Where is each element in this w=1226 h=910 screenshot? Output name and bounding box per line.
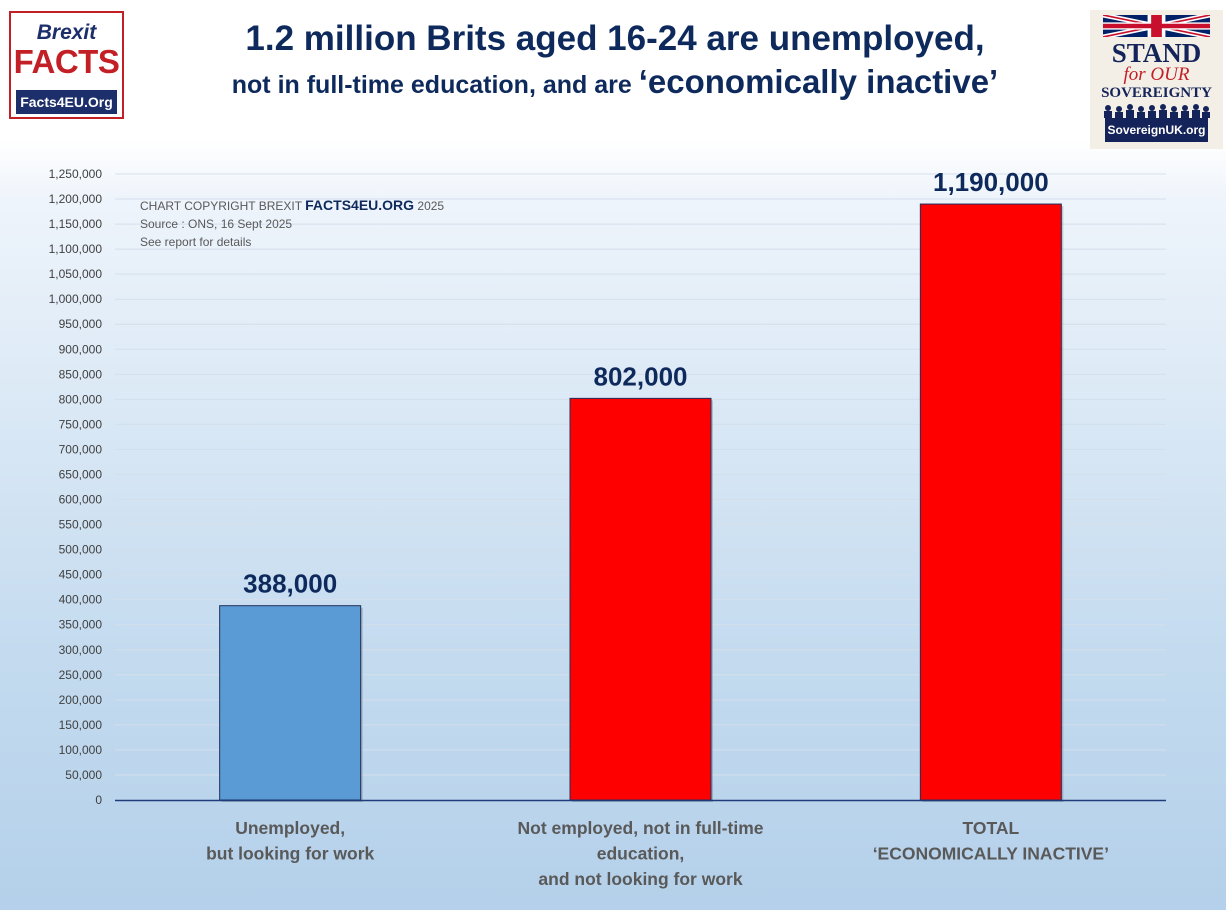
- data-label: 1,190,000: [933, 167, 1049, 197]
- copyright-year: 2025: [414, 199, 445, 213]
- y-tick-label: 1,250,000: [49, 167, 103, 181]
- logo-left-line1: Brexit: [36, 21, 97, 44]
- brexit-facts-logo: Brexit FACTS Facts4EU.Org: [9, 11, 124, 119]
- y-tick-label: 300,000: [59, 643, 103, 657]
- y-tick-label: 850,000: [59, 367, 103, 381]
- title-line-1: 1.2 million Brits aged 16-24 are unemplo…: [245, 19, 985, 58]
- logo-right-line2: for OUR: [1123, 64, 1190, 85]
- y-tick-label: 950,000: [59, 317, 103, 331]
- y-tick-label: 350,000: [59, 618, 103, 632]
- y-tick-label: 500,000: [59, 543, 103, 557]
- x-category-label: Unemployed,: [235, 818, 345, 838]
- y-tick-label: 0: [95, 793, 102, 807]
- x-category-label: but looking for work: [206, 844, 374, 864]
- y-tick-label: 400,000: [59, 593, 103, 607]
- data-label: 388,000: [243, 569, 337, 599]
- x-category-label: ‘ECONOMICALLY INACTIVE’: [873, 844, 1109, 864]
- y-tick-label: 1,100,000: [49, 242, 103, 256]
- y-tick-label: 650,000: [59, 467, 103, 481]
- title-line-2: not in full-time education, and are ‘eco…: [150, 62, 1080, 105]
- y-tick-label: 550,000: [59, 518, 103, 532]
- logo-right-line3: SOVEREIGNTY: [1101, 85, 1212, 101]
- source-line: Source : ONS, 16 Sept 2025: [140, 217, 293, 231]
- y-tick-label: 600,000: [59, 493, 103, 507]
- y-tick-label: 450,000: [59, 568, 103, 582]
- chart-copyright-note: CHART COPYRIGHT BREXIT FACTS4EU.ORG 2025…: [140, 196, 444, 251]
- details-line: See report for details: [140, 235, 252, 249]
- y-tick-label: 200,000: [59, 693, 103, 707]
- y-tick-label: 50,000: [65, 768, 102, 782]
- y-tick-label: 1,150,000: [49, 217, 103, 231]
- logo-right-url: SovereignUK.org: [1105, 118, 1208, 142]
- y-tick-label: 750,000: [59, 417, 103, 431]
- copyright-line: CHART COPYRIGHT BREXIT FACTS4EU.ORG 2025: [140, 196, 444, 215]
- y-tick-label: 1,200,000: [49, 192, 103, 206]
- x-category-label: TOTAL: [962, 818, 1019, 838]
- y-tick-label: 250,000: [59, 668, 103, 682]
- y-tick-label: 1,000,000: [49, 292, 103, 306]
- y-tick-label: 700,000: [59, 442, 103, 456]
- bar: [569, 397, 712, 801]
- sovereignty-logo: STAND for OUR SOVEREIGNTY SovereignUK.or…: [1090, 10, 1223, 149]
- y-tick-label: 150,000: [59, 718, 103, 732]
- logo-right-line1: STAND: [1111, 38, 1202, 68]
- data-label: 802,000: [594, 361, 688, 391]
- y-tick-label: 800,000: [59, 392, 103, 406]
- union-flag-icon: [1103, 15, 1210, 37]
- y-tick-label: 1,050,000: [49, 267, 103, 281]
- bar: [919, 203, 1062, 801]
- y-tick-label: 100,000: [59, 743, 103, 757]
- chart-title: 1.2 million Brits aged 16-24 are unemplo…: [150, 16, 1080, 105]
- title-line-2-part-b: ‘economically inactive’: [638, 63, 999, 100]
- logo-left-line2: FACTS: [13, 43, 120, 80]
- crowd-silhouette-icon: [1104, 104, 1210, 118]
- x-category-label: and not looking for work: [538, 869, 742, 889]
- x-category-label: education,: [597, 844, 685, 864]
- copyright-brand: FACTS4EU.ORG: [305, 197, 415, 213]
- logo-left-line3: Facts4EU.Org: [16, 90, 117, 114]
- y-tick-label: 900,000: [59, 342, 103, 356]
- bar: [219, 605, 362, 801]
- x-category-label: Not employed, not in full-time: [518, 818, 764, 838]
- title-line-2-part-a: not in full-time education, and are: [231, 71, 639, 99]
- copyright-prefix: CHART COPYRIGHT BREXIT: [140, 199, 306, 213]
